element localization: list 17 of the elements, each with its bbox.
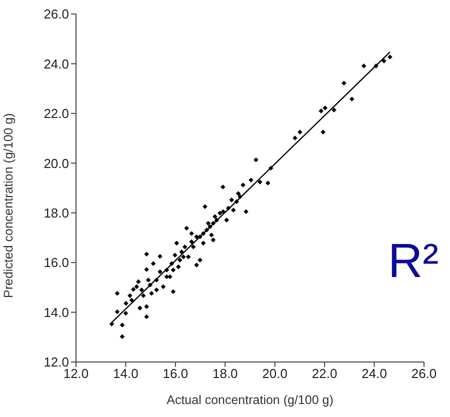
y-tick-label: 18.0	[44, 205, 69, 220]
y-tick-label: 22.0	[44, 106, 69, 122]
y-tick-label: 16.0	[44, 255, 69, 270]
y-tick-label: 24.0	[44, 56, 69, 72]
y-tick-label: 26.0	[44, 6, 69, 22]
x-tick-label: 14.0	[113, 366, 138, 382]
y-axis-title: Predicted concentration (g/100 g)	[1, 113, 16, 298]
x-axis-title: Actual concentration (g/100 g)	[166, 393, 334, 407]
x-tick-label: 22.0	[312, 366, 338, 382]
x-tick-label: 16.0	[162, 366, 188, 382]
x-tick-label: 26.0	[411, 366, 437, 382]
y-tick-label: 14.0	[44, 304, 69, 320]
x-tick-label: 18.0	[212, 366, 238, 382]
x-tick-label: 24.0	[362, 366, 387, 382]
x-tick-label: 20.0	[262, 366, 288, 382]
y-tick-label: 20.0	[44, 156, 69, 171]
annotation: R²	[388, 235, 439, 288]
